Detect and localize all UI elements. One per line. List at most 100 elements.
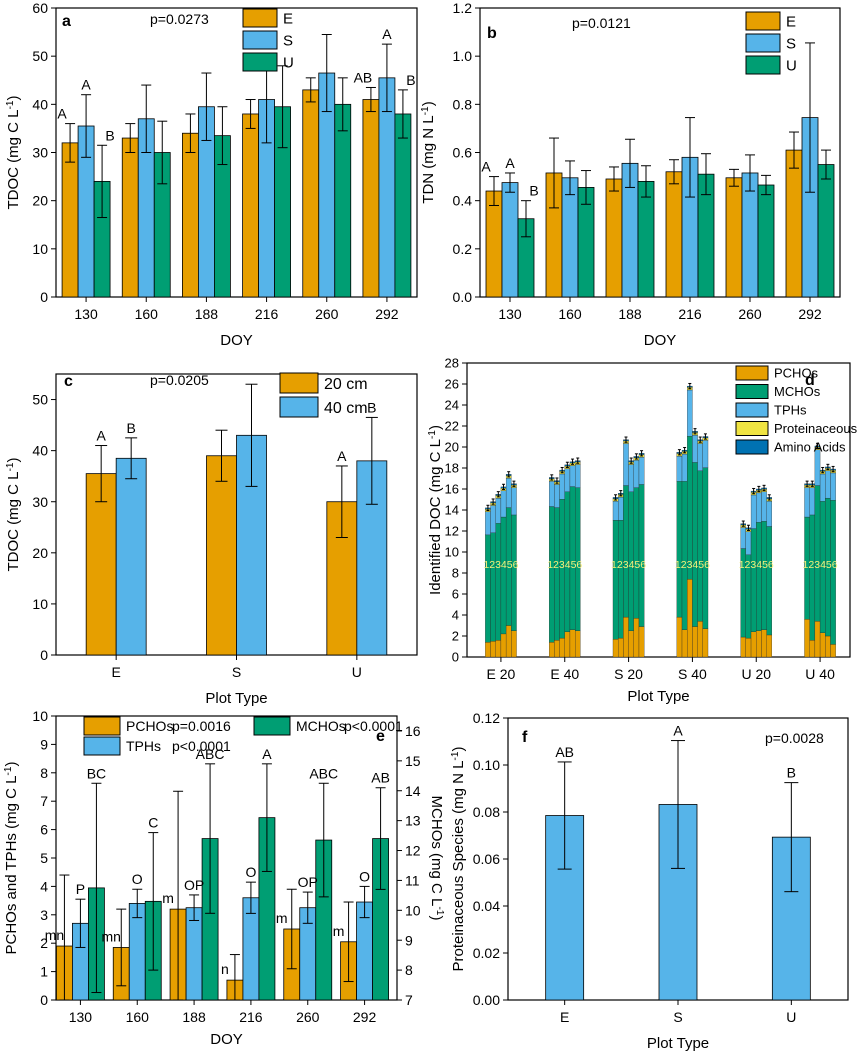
y-axis-label: PCHOs and TPHs (mg C L-1) [3,761,21,954]
x-axis-label: DOY [220,332,253,349]
significance-letter: ABC [196,746,225,762]
legend-label: S [283,32,293,49]
y-tick-label: 20 [32,545,48,561]
x-tick-label: S [673,1009,682,1025]
mchos-segment [761,521,767,630]
significance-letter: AB [354,69,373,85]
x-tick-label: E [560,1009,569,1025]
significance-letter: B [126,420,135,436]
y-tick-label: 1.0 [453,48,473,64]
pchos-segment [623,616,629,658]
tphs-segment [750,494,757,529]
y2-axis-label: MCHOs (mg C L-1) [428,796,446,921]
significance-letter: B [787,765,796,781]
y-tick-label: 18 [445,461,459,476]
tphs-segment [505,478,512,508]
x-tick-label: 188 [195,306,219,322]
x-axis-label: Plot Type [647,1035,709,1051]
p-value: p=0.0205 [150,372,209,388]
tphs-segment [756,492,762,523]
replicate-label: 123456 [483,559,518,571]
bar [185,907,203,1001]
significance-letter: A [96,428,106,444]
significance-letter: C [148,815,158,831]
significance-letter: OP [298,874,318,890]
mchos-segment [623,485,629,618]
pchos-segment [505,625,512,658]
pchos-segment [618,637,624,658]
tphs-segment [612,501,619,521]
x-tick-label: 292 [798,306,822,322]
bar [394,113,412,298]
mchos-segment [490,532,496,642]
pchos-segment [559,637,565,658]
y-tick-label: 8 [40,765,48,781]
legend-label: Amino Acids [774,440,846,455]
significance-letter: A [81,77,91,93]
significance-letter: ABC [309,765,338,781]
x-axis-label: Plot Type [205,690,267,707]
mchos-segment [554,507,560,641]
tphs-segment [692,434,698,463]
y-tick-label: 30 [32,145,48,161]
y2-tick-label: 13 [405,813,421,829]
mchos-segment [638,484,645,627]
replicate-label: 123456 [803,559,838,571]
bar [182,132,199,298]
y-tick-label: 0.8 [453,96,473,112]
legend-swatch [83,716,121,736]
bar [665,171,683,298]
y2-tick-label: 9 [405,932,413,948]
legend-swatch [735,402,769,418]
y-tick-label: 0.12 [473,710,500,726]
tphs-segment [676,455,683,482]
x-tick-label: S 40 [678,666,707,682]
x-tick-label: U [786,1009,796,1025]
tphs-segment [549,481,555,507]
y-tick-label: 0 [40,992,48,1008]
y2-tick-label: 12 [405,843,421,859]
pchos-segment [692,626,698,658]
pchos-segment [500,633,507,658]
bar [334,103,352,298]
y-axis-label: Proteinaceous Species (mg N L-1) [450,747,468,972]
pchos-segment [809,640,816,658]
significance-letter: B [105,127,114,143]
tphs-segment [618,496,624,521]
replicate-label: 123456 [739,559,774,571]
pchos-segment [564,631,571,658]
x-tick-label: 160 [558,306,582,322]
y2-tick-label: 15 [405,753,421,769]
y-tick-label: 22 [445,419,459,434]
y-tick-label: 40 [32,443,48,459]
panel-letter: e [376,728,385,745]
tphs-segment [628,464,634,492]
significance-letter: mn [45,927,64,943]
bar [206,455,237,656]
y-tick-label: 7 [40,793,48,809]
x-tick-label: 130 [69,1009,93,1025]
x-axis-label: Plot Type [627,688,689,705]
bar [485,190,503,298]
significance-letter: O [132,871,143,887]
x-tick-label: 160 [135,306,159,322]
legend-swatch [242,8,278,28]
significance-letter: OP [184,877,204,893]
significance-letter: m [162,890,174,906]
x-tick-label: 130 [74,306,98,322]
legend-swatch [279,372,319,394]
y-tick-label: 40 [32,96,48,112]
tphs-segment [814,449,821,486]
x-tick-label: 216 [678,306,702,322]
pchos-segment [825,635,831,658]
panel-b: 0.0 0.2 0.4 0.6 0.8 1.0 1.2 130 160 188 216 260 292 A… [420,0,841,349]
y2-tick-label: 14 [405,783,421,799]
y2-tick-label: 10 [405,902,421,918]
legend-swatch [745,55,781,75]
mchos-segment [485,534,491,643]
y-tick-label: 0 [40,289,48,305]
x-tick-label: 188 [618,306,642,322]
significance-letter: O [245,864,256,880]
significance-letter: m [276,910,288,926]
legend-swatch [83,736,121,756]
